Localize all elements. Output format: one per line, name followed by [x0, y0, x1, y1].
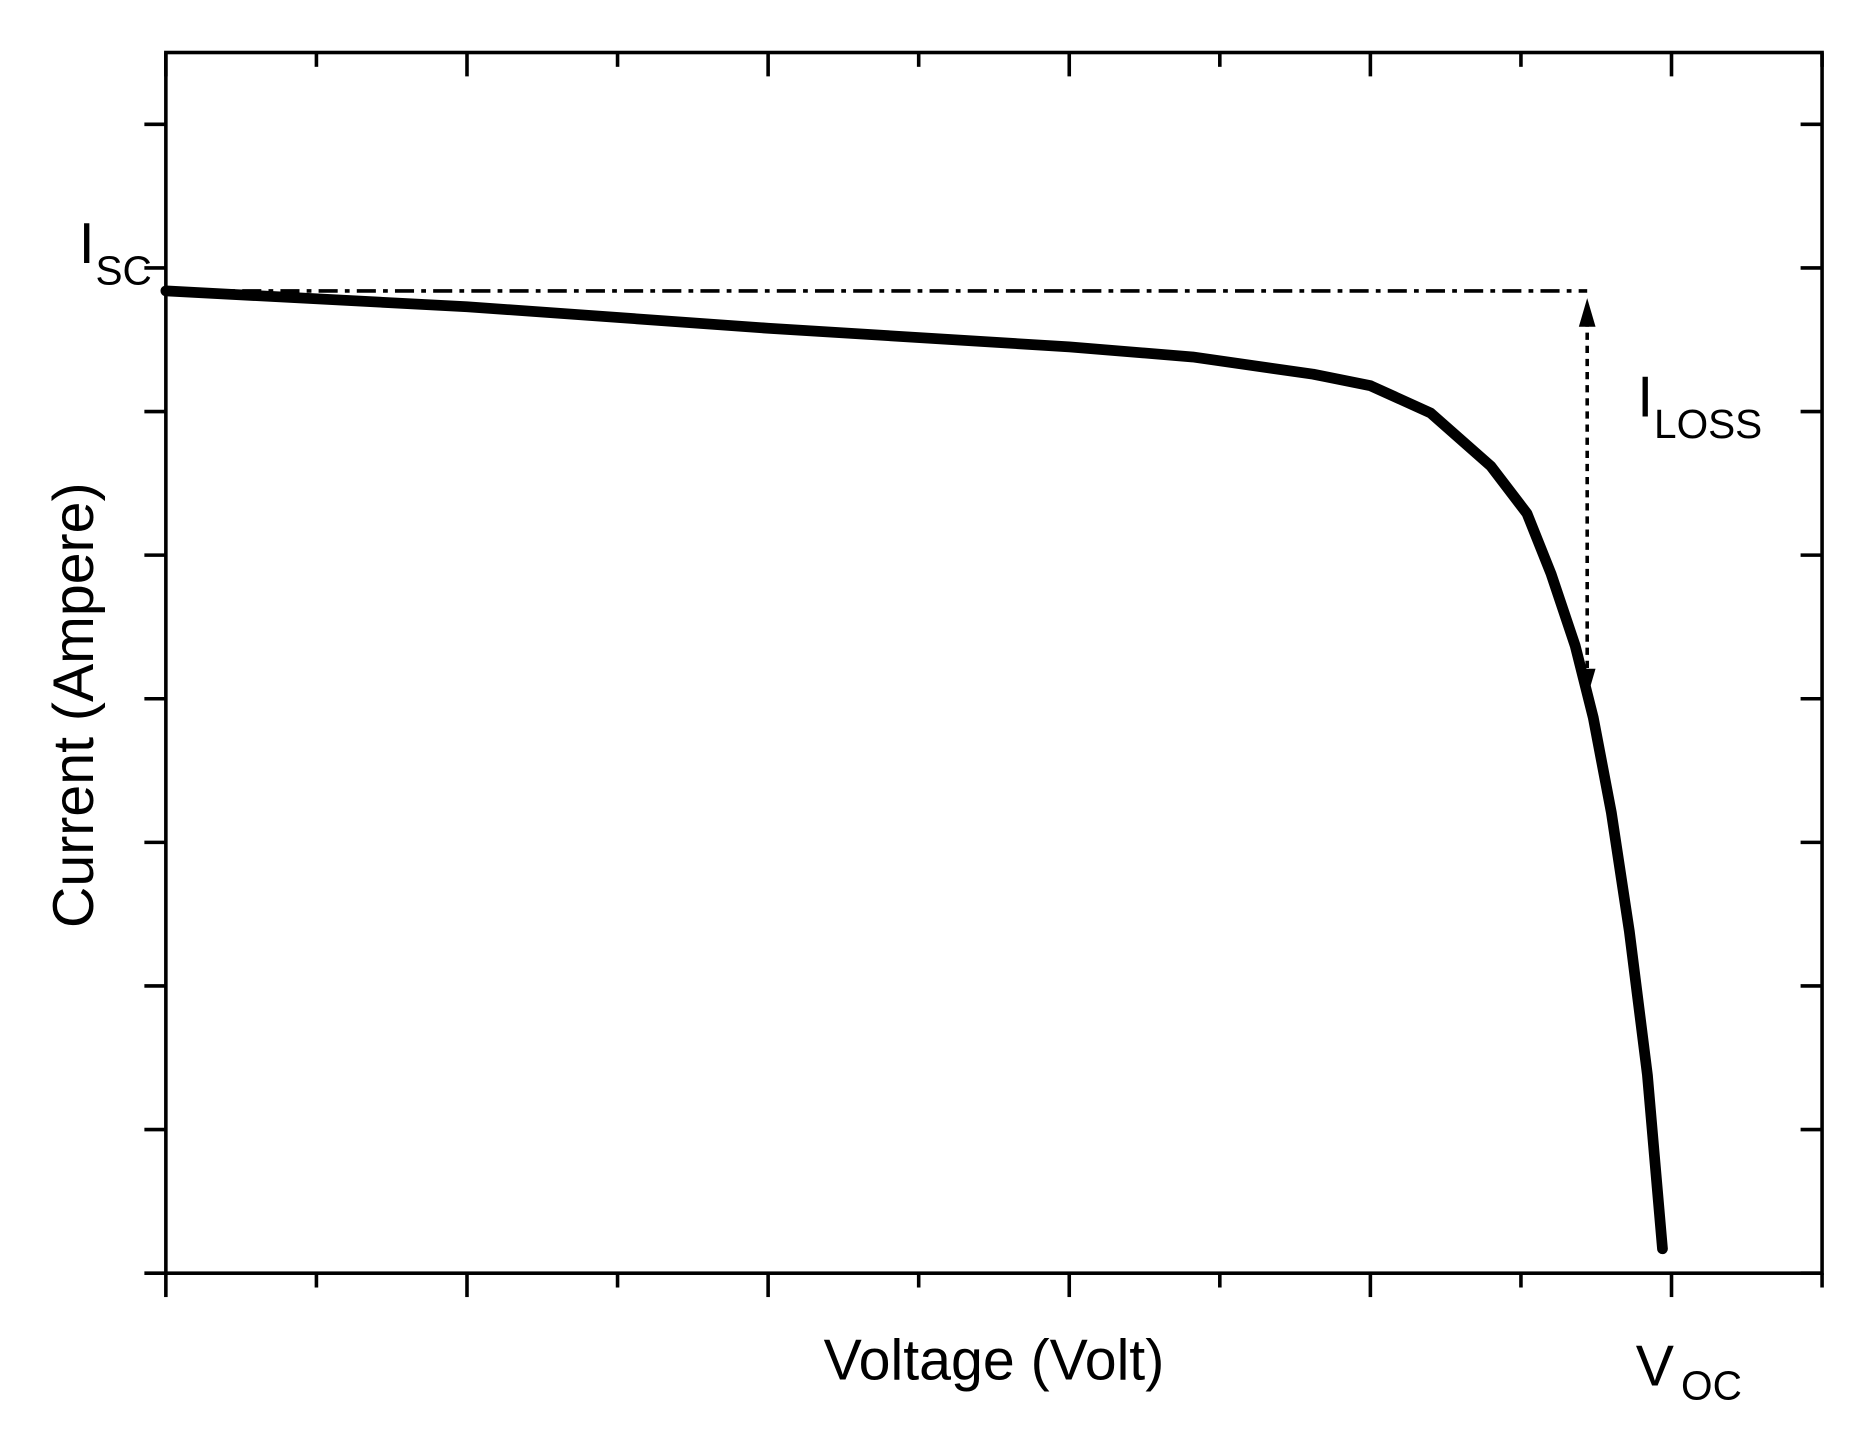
arrow-head-top: [1578, 298, 1596, 327]
loss-label: I: [1637, 366, 1653, 430]
plot-frame: [164, 50, 1824, 1275]
y-axis-label: Current (Ampere): [42, 482, 106, 928]
x-tick-label: V: [1636, 1334, 1674, 1398]
x-tick-label-sub: OC: [1681, 1363, 1742, 1409]
y-tick-label-sub: SC: [95, 248, 151, 294]
x-axis-label: Voltage (Volt): [824, 1328, 1165, 1392]
y-tick-label: I: [79, 212, 95, 276]
loss-label-sub: LOSS: [1654, 401, 1762, 447]
iv-curve: [160, 285, 1668, 1255]
